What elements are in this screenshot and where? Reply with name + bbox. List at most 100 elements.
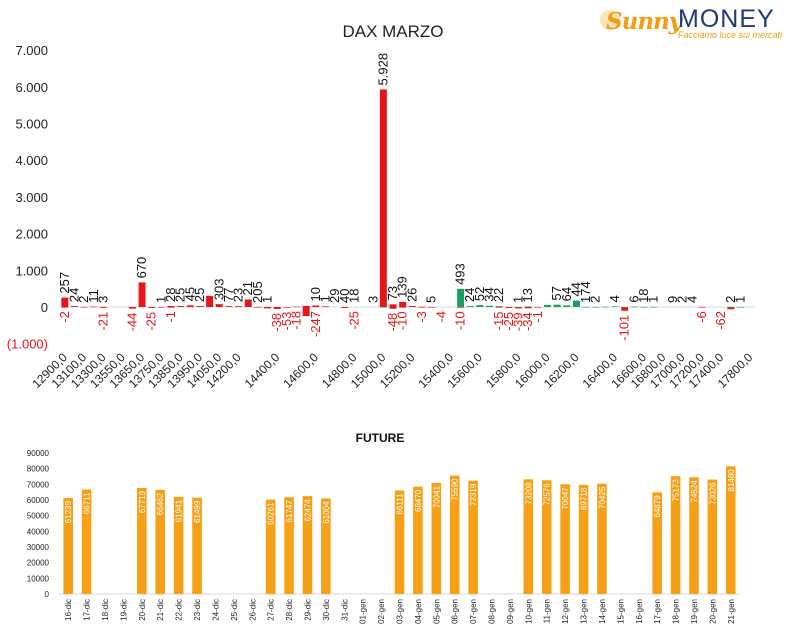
negative-data-label: -53 xyxy=(279,312,294,331)
bar xyxy=(486,305,494,307)
bar xyxy=(399,301,407,307)
data-label: 61239 xyxy=(64,501,73,524)
data-label: 1 xyxy=(260,296,275,303)
logo-money: MONEY xyxy=(678,5,775,33)
bar xyxy=(341,307,349,308)
data-label: 60261 xyxy=(267,502,276,525)
bar xyxy=(727,307,735,310)
data-label: 28 xyxy=(163,288,178,302)
data-label: 61004 xyxy=(322,501,331,524)
x-tick-label: 24-dic xyxy=(211,599,220,621)
bar xyxy=(192,497,202,594)
data-label: 2 xyxy=(588,296,603,303)
data-label: 81480 xyxy=(727,469,736,492)
bar xyxy=(157,306,165,308)
data-label: 52 xyxy=(472,287,487,301)
bar xyxy=(408,306,416,307)
y-tick-label: 6.000 xyxy=(15,80,48,95)
bar xyxy=(293,306,300,308)
bar xyxy=(449,475,460,594)
data-label: 74524 xyxy=(690,480,699,503)
data-label: 11 xyxy=(86,289,101,303)
future-chart: FUTURE 0 10000 20000 30000 40000 50000 60000 700… xyxy=(27,431,740,624)
data-label: 3 xyxy=(95,296,110,303)
bar xyxy=(196,306,204,307)
x-tick-label: 01-gen xyxy=(359,599,368,624)
bar xyxy=(534,307,542,308)
bar xyxy=(61,307,69,308)
negative-data-label: -101 xyxy=(617,315,632,341)
data-label: 70047 xyxy=(561,487,570,510)
x-tick-label: 06-gen xyxy=(451,599,460,624)
negative-data-label: -2 xyxy=(57,311,72,323)
data-label: 24 xyxy=(66,288,81,302)
x-tick-label: 04-gen xyxy=(414,599,423,624)
negative-data-label: -18 xyxy=(288,311,303,330)
data-label: 64879 xyxy=(653,495,662,518)
bar xyxy=(597,483,607,594)
bar xyxy=(186,305,194,307)
data-label: 493 xyxy=(453,263,468,285)
bar xyxy=(264,307,272,309)
bar xyxy=(553,304,561,307)
x-tick-label: 27-dic xyxy=(267,599,276,621)
negative-data-label: -3 xyxy=(414,311,429,323)
bar xyxy=(273,307,281,309)
x-tick-label: 03-gen xyxy=(396,599,405,624)
bar xyxy=(572,300,580,307)
bar xyxy=(235,306,243,307)
bar xyxy=(148,307,156,308)
bar xyxy=(167,305,175,307)
bar xyxy=(707,479,718,594)
chart-title: FUTURE xyxy=(356,431,405,445)
data-label: 77 xyxy=(221,288,236,302)
bar xyxy=(389,304,397,307)
data-label: 5.928 xyxy=(375,53,390,86)
data-label: 1 xyxy=(511,296,526,303)
bar xyxy=(167,307,175,308)
bar xyxy=(601,306,609,308)
bar xyxy=(640,306,648,308)
bar xyxy=(524,307,532,309)
bar xyxy=(524,306,532,308)
bar xyxy=(560,484,570,594)
bar xyxy=(428,307,436,308)
chart-title: DAX MARZO xyxy=(342,22,443,41)
data-label: 67719 xyxy=(138,490,147,513)
bar xyxy=(727,306,735,308)
bar xyxy=(379,306,387,308)
y-tick-label: 40000 xyxy=(27,527,50,536)
bar xyxy=(413,486,423,594)
data-label: 66711 xyxy=(83,492,92,514)
data-label: 70425 xyxy=(598,486,607,509)
y-tick-label: 90000 xyxy=(27,449,50,458)
data-label: 4 xyxy=(607,295,622,302)
bar xyxy=(652,492,662,594)
x-tick-label: 20-gen xyxy=(708,599,717,624)
negative-data-label: -39 xyxy=(511,312,526,331)
x-tick-label: 02-gen xyxy=(377,599,386,624)
brand-logo: Sunny MONEY Facciamo luce sui mercati xyxy=(600,5,784,46)
x-tick-label: 31-dic xyxy=(340,599,349,621)
data-label: 18 xyxy=(346,289,361,303)
bar xyxy=(265,499,276,594)
bar xyxy=(737,306,744,308)
bar xyxy=(698,307,706,308)
negative-data-label: -38 xyxy=(269,313,284,332)
data-label: 139 xyxy=(395,276,410,298)
data-label: 26 xyxy=(404,288,419,302)
negative-data-label: -62 xyxy=(713,311,728,330)
x-tick-label: 18-dic xyxy=(101,599,110,621)
bar xyxy=(457,288,465,307)
x-tick-label: 22-dic xyxy=(175,599,184,621)
bar xyxy=(80,306,88,308)
negative-data-label: -25 xyxy=(501,312,516,331)
data-label: 22 xyxy=(491,288,506,302)
negative-data-label: -1 xyxy=(163,311,178,323)
x-tick-label: 21-gen xyxy=(727,599,736,624)
data-label: 25 xyxy=(192,288,207,302)
x-tick-label: 15-gen xyxy=(616,599,625,624)
x-tick-label: 23-dic xyxy=(193,599,202,621)
bar xyxy=(466,306,474,307)
data-label: 45 xyxy=(182,287,197,301)
